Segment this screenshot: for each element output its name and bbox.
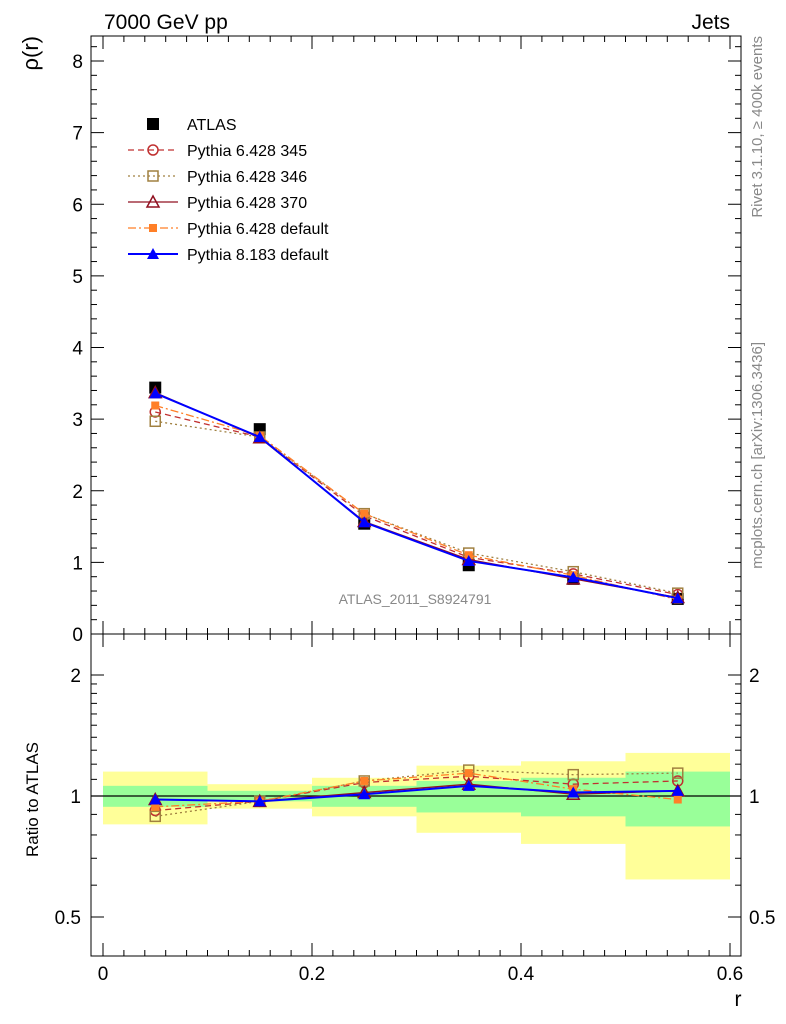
main-series-1 — [149, 406, 684, 601]
main-y-tick-label: 6 — [72, 195, 83, 216]
ratio-data-point — [253, 795, 266, 807]
legend-marker — [147, 248, 159, 259]
ratio-data-point — [673, 795, 682, 804]
main-series-line — [154, 392, 678, 599]
ratio-data-point — [151, 802, 160, 811]
legend-entry-2: Pythia 6.428 346 — [128, 169, 307, 186]
ratio-series-line — [155, 784, 678, 803]
ratio-data-point — [567, 768, 579, 781]
ratio-ylabel: Ratio to ATLAS — [23, 742, 42, 857]
ratio-data-point — [360, 776, 369, 785]
main-y-tick-label: 1 — [72, 553, 83, 574]
legend-label: Pythia 6.428 346 — [187, 169, 307, 186]
main-series-line — [154, 392, 678, 600]
main-y-tick-label: 7 — [72, 124, 83, 145]
main-series-line — [155, 420, 678, 594]
x-axis-label: r — [735, 988, 742, 1011]
main-data-point — [149, 387, 162, 399]
main-series-5 — [149, 387, 684, 604]
main-series-4 — [151, 401, 682, 604]
main-data-point — [151, 401, 160, 410]
ratio-data-point — [149, 810, 161, 823]
main-ylabel: ρ(r) — [18, 36, 43, 71]
ratio-series-2 — [149, 764, 684, 823]
main-data-point — [360, 509, 369, 518]
ratio-data-point — [358, 788, 371, 800]
main-y-tick-label: 2 — [72, 482, 83, 503]
legend-marker — [147, 144, 159, 156]
ratio-data-point — [464, 769, 473, 778]
main-panel: 0 1 2 3 4 5 6 7 8 ATLAS_2011_S8924791 — [72, 35, 742, 646]
legend-marker — [147, 118, 159, 130]
ratio-series-line — [155, 772, 678, 808]
side-label-upper: Rivet 3.1.10, ≥ 400k events — [749, 36, 766, 218]
main-data-point — [253, 431, 266, 443]
legend-label: Pythia 6.428 370 — [187, 195, 307, 212]
legend: ATLAS Pythia 6.428 345 Pythia 6.428 346 Pyt… — [128, 117, 329, 264]
ratio-data-point — [462, 779, 475, 791]
legend-entry-3: Pythia 6.428 370 — [128, 194, 307, 212]
main-data-point — [671, 592, 684, 604]
legend-marker — [147, 170, 159, 182]
legend-entry-0: ATLAS — [147, 117, 237, 134]
legend-label: Pythia 6.428 default — [187, 221, 329, 238]
ratio-panel: 0.5 0.5 1 1 2 2 0 0.2 0.4 0.6 — [55, 633, 775, 985]
legend-marker — [149, 224, 157, 232]
ratio-series-5 — [149, 779, 684, 807]
side-label-lower: mcplots.cern.ch [arXiv:1306.3436] — [749, 342, 766, 569]
legend-marker — [145, 194, 161, 208]
ratio-y-tick-label-right: 2 — [749, 666, 760, 687]
ratio-y-tick-label: 0.5 — [55, 908, 81, 929]
legend-label: Pythia 6.428 345 — [187, 143, 307, 160]
main-data-point — [462, 554, 475, 566]
main-series-line — [155, 411, 678, 596]
x-tick-label: 0 — [98, 964, 109, 985]
legend-label: Pythia 8.183 default — [187, 247, 329, 264]
main-data-point — [149, 415, 161, 428]
main-y-tick-label: 3 — [72, 410, 83, 431]
ratio-data-point — [671, 784, 684, 796]
main-data-point — [567, 571, 580, 583]
main-series-line — [155, 404, 678, 601]
watermark: ATLAS_2011_S8924791 — [339, 591, 492, 607]
main-y-tick-label: 0 — [72, 625, 83, 646]
main-series-0 — [149, 381, 684, 605]
ratio-y-tick-label: 2 — [70, 666, 81, 687]
x-tick-label: 0.4 — [508, 964, 535, 985]
ratio-series-line — [155, 775, 678, 812]
main-y-tick-label: 4 — [72, 339, 83, 360]
header-left: 7000 GeV pp — [104, 11, 228, 34]
ratio-y-tick-label-right: 0.5 — [749, 908, 775, 929]
ratio-data-point — [567, 786, 580, 798]
ratio-y-tick-label: 1 — [70, 787, 81, 808]
main-data-point — [358, 516, 371, 528]
main-series-3 — [147, 385, 686, 604]
x-tick-label: 0.2 — [299, 964, 325, 985]
main-series-2 — [149, 415, 684, 599]
legend-entry-5: Pythia 8.183 default — [128, 247, 329, 264]
x-tick-label: 0.6 — [717, 964, 743, 985]
ratio-y-tick-label-right: 1 — [749, 787, 760, 808]
main-y-tick-label: 8 — [72, 52, 83, 73]
header-right: Jets — [691, 11, 730, 34]
main-y-tick-label: 5 — [72, 267, 83, 288]
ratio-data-point — [149, 793, 162, 805]
legend-entry-1: Pythia 6.428 345 — [128, 143, 307, 160]
legend-label: ATLAS — [187, 117, 237, 134]
ratio-data-point — [672, 767, 684, 779]
legend-entry-4: Pythia 6.428 default — [128, 221, 329, 238]
